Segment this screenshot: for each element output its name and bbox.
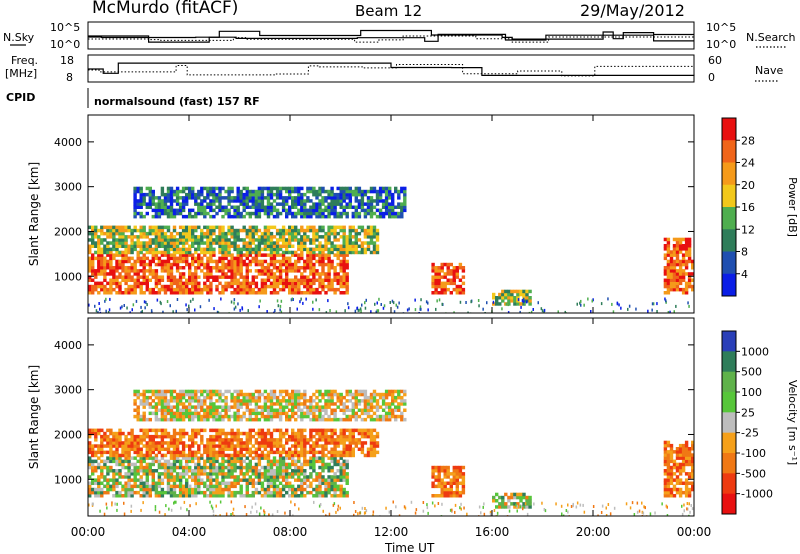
power-colorbar-segment xyxy=(722,251,736,275)
power-colorbar-tick-label: 16 xyxy=(741,201,755,214)
beam-label: Beam 12 xyxy=(355,2,422,20)
vel-echo-region-5 xyxy=(663,440,694,498)
power-data xyxy=(88,186,694,313)
nave-tick-bottom: 0 xyxy=(708,71,715,84)
nsky-tick-bottom: 10^0 xyxy=(50,38,80,51)
x-axis: 00:00 04:00 08:00 12:00 16:00 20:00 00:00 xyxy=(71,525,712,539)
freq-panel-frame xyxy=(87,54,695,83)
vel-colorbar-segment xyxy=(722,473,736,495)
x-tick-label: 00:00 xyxy=(71,525,106,539)
vel-colorbar-tick-label: 500 xyxy=(741,366,762,379)
freq-unit-label: [MHz] xyxy=(5,67,37,80)
nsearch-label: N.Search xyxy=(746,31,796,44)
x-tick-label: 16:00 xyxy=(475,525,510,539)
power-colorbar-label: Power [dB] xyxy=(786,177,799,237)
cpid-label: CPID xyxy=(6,91,35,104)
vel-colorbar-frame xyxy=(721,330,737,515)
vel-echo-region-3 xyxy=(431,465,466,498)
power-colorbar-tick-label: 28 xyxy=(741,134,755,147)
power-ytick-label: 4000 xyxy=(54,136,82,149)
vel-colorbar-tick-label: -25 xyxy=(741,427,759,440)
power-ylabel: Slant Range [km] xyxy=(27,162,41,266)
power-echo-region-5 xyxy=(663,237,694,295)
x-tick-label: 04:00 xyxy=(172,525,207,539)
nsky-traces xyxy=(88,29,694,43)
freq-tick-top: 18 xyxy=(60,54,74,67)
freq-label: Freq. xyxy=(11,54,38,67)
vel-ytick-label: 1000 xyxy=(54,473,82,486)
station-title: McMurdo (fitACF) xyxy=(92,0,238,18)
vel-colorbar-segment xyxy=(722,371,736,393)
vel-colorbar-segment xyxy=(722,412,736,434)
vel-colorbar-segment xyxy=(722,392,736,413)
power-colorbar-tick-label: 4 xyxy=(741,268,748,281)
nsky-trace-2 xyxy=(88,33,694,42)
vel-colorbar-tick-label: -100 xyxy=(741,447,766,460)
power-echo-region-2 xyxy=(133,186,407,219)
vel-colorbar-tick-label: 100 xyxy=(741,386,762,399)
vel-ylabel: Slant Range [km] xyxy=(27,365,41,469)
vel-ytick-label: 2000 xyxy=(54,428,82,441)
x-tick-label: 08:00 xyxy=(273,525,308,539)
nsearch-tick-bottom: 10^0 xyxy=(706,38,736,51)
power-colorbar-segment xyxy=(722,118,736,141)
vel-colorbar-segment xyxy=(722,331,736,352)
vel-colorbar-tick-label: 1000 xyxy=(741,345,769,358)
nsky-tick-top: 10^5 xyxy=(50,21,80,34)
power-colorbar-segment xyxy=(722,207,736,230)
vel-ytick-label: 4000 xyxy=(54,339,82,352)
nsky-label: N.Sky xyxy=(3,31,35,44)
power-colorbar-tick-label: 24 xyxy=(741,157,755,170)
nave-trace xyxy=(88,64,694,77)
velocity-panel: 1000 2000 3000 4000 Slant Range [km] 1000 500 1… xyxy=(27,317,799,517)
vel-ytick-label: 3000 xyxy=(54,384,82,397)
vel-colorbar-segment xyxy=(722,493,736,515)
power-colorbar-tick-label: 12 xyxy=(741,223,755,236)
vel-colorbar-segment xyxy=(722,432,736,454)
power-colorbar-segment xyxy=(722,229,736,252)
freq-tick-bottom: 8 xyxy=(66,71,73,84)
x-tick-label: 12:00 xyxy=(374,525,409,539)
power-colorbar-tick-label: 20 xyxy=(741,179,755,192)
nsearch-trace xyxy=(88,35,694,43)
vel-colorbar-label: Velocity [m s⁻¹] xyxy=(786,380,799,465)
power-colorbar-segment xyxy=(722,162,736,186)
vel-colorbar-tick-label: -500 xyxy=(741,467,766,480)
nave-tick-top: 60 xyxy=(708,54,722,67)
vel-colorbar-tick-label: 25 xyxy=(741,406,755,419)
nsky-trace xyxy=(88,29,694,43)
power-scatter xyxy=(88,297,690,313)
power-panel: 1000 2000 3000 4000 Slant Range [km] 4 8 12 16 20… xyxy=(27,114,799,314)
power-colorbar-segment xyxy=(722,184,736,208)
cpid-value: normalsound (fast) 157 RF xyxy=(94,95,260,108)
power-ytick-label: 3000 xyxy=(54,181,82,194)
power-echo-region-0 xyxy=(88,253,349,295)
freq-traces xyxy=(88,62,695,77)
power-colorbar-segment xyxy=(722,140,736,163)
vel-echo-region-2 xyxy=(133,389,407,422)
vel-colorbar-segment xyxy=(722,351,736,373)
vel-colorbar-segment xyxy=(722,453,736,474)
vel-echo-region-0 xyxy=(88,456,349,498)
vel-echo-region-4 xyxy=(492,492,532,509)
power-echo-region-1 xyxy=(88,225,380,255)
freq-trace xyxy=(88,62,695,76)
x-axis-label: Time UT xyxy=(384,541,435,554)
nsearch-tick-top: 10^5 xyxy=(706,21,736,34)
vel-scatter xyxy=(88,500,694,516)
vel-echo-region-1 xyxy=(88,428,380,458)
vel-data xyxy=(88,389,694,516)
vel-colorbar-tick-label: -1000 xyxy=(741,488,773,501)
nave-label: Nave xyxy=(755,64,783,77)
power-colorbar-tick-label: 8 xyxy=(741,246,748,259)
power-ytick-label: 2000 xyxy=(54,225,82,238)
power-colorbar-segment xyxy=(722,273,736,297)
power-ytick-label: 1000 xyxy=(54,270,82,283)
x-tick-label: 00:00 xyxy=(677,525,712,539)
date-label: 29/May/2012 xyxy=(580,1,685,20)
x-tick-label: 20:00 xyxy=(576,525,611,539)
power-echo-region-3 xyxy=(431,262,466,295)
